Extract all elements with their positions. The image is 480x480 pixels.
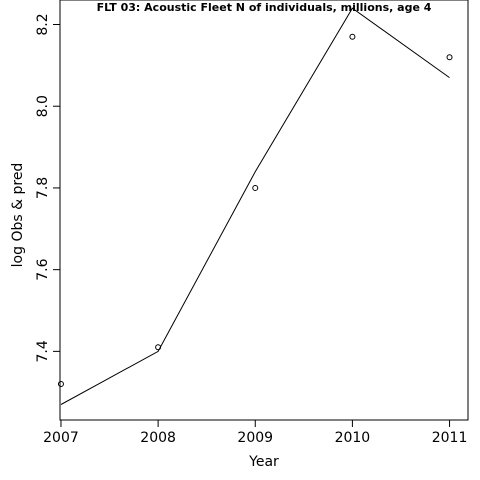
y-tick-label: 7.6 <box>35 258 51 280</box>
plot-frame <box>59 0 469 421</box>
observed-point <box>349 33 356 40</box>
x-axis: 2007 2008 2009 2010 2011 <box>43 420 467 446</box>
x-tick-label: 2010 <box>335 430 371 446</box>
x-axis-label: Year <box>248 454 279 470</box>
y-axis-label: log Obs & pred <box>10 163 26 268</box>
x-tick-label: 2008 <box>140 430 176 446</box>
y-tick-label: 7.4 <box>35 340 51 362</box>
y-tick-label: 8.0 <box>35 95 51 117</box>
chart-title: FLT 03: Acoustic Fleet N of individuals,… <box>97 1 432 14</box>
y-axis: 7.4 7.6 7.8 8.0 8.2 <box>35 13 60 362</box>
observed-point <box>446 54 453 61</box>
observed-point <box>252 184 259 191</box>
observed-point <box>57 381 64 388</box>
x-tick-label: 2009 <box>237 430 273 446</box>
series-layer <box>57 7 453 405</box>
x-tick-label: 2011 <box>432 430 468 446</box>
y-tick-label: 7.8 <box>35 177 51 199</box>
predicted-line <box>60 7 450 405</box>
y-tick-label: 8.2 <box>35 13 51 35</box>
x-tick-label: 2007 <box>43 430 79 446</box>
